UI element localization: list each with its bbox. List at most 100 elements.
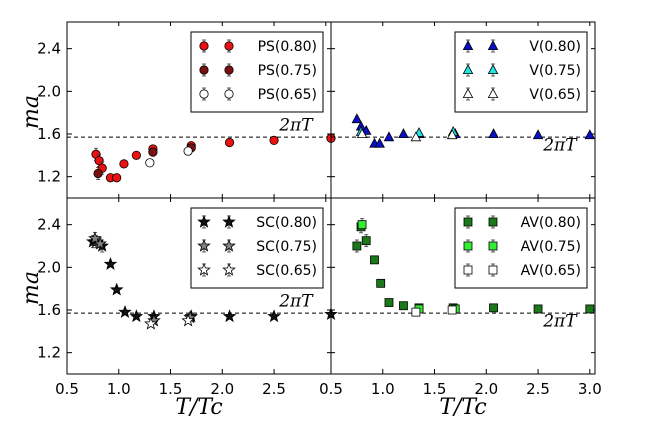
y-tick-label: 2.0 bbox=[37, 258, 61, 276]
x-tick-label: 1.0 bbox=[107, 380, 131, 398]
y-tick-label: 1.6 bbox=[37, 125, 61, 143]
legend-marker bbox=[487, 40, 499, 50]
data-point bbox=[398, 128, 409, 138]
x-tick-label: 0.5 bbox=[55, 380, 79, 398]
legend-marker bbox=[488, 241, 498, 251]
legend-label: SC(0.75) bbox=[256, 239, 317, 255]
legend-marker bbox=[488, 265, 498, 275]
data-point bbox=[144, 316, 158, 330]
y-tick-label: 2.0 bbox=[37, 82, 61, 100]
legend-marker bbox=[462, 88, 474, 98]
legend-box bbox=[454, 31, 588, 113]
2piT-label: 2πT bbox=[278, 291, 314, 311]
legend-ps: PS(0.80) PS(0.75) PS(0.65) bbox=[190, 31, 324, 113]
legend-label: SC(0.80) bbox=[256, 215, 317, 231]
data-point bbox=[181, 313, 195, 327]
data-point bbox=[129, 309, 144, 323]
data-point bbox=[88, 231, 102, 245]
legend-marker bbox=[224, 89, 234, 99]
legend-marker bbox=[197, 238, 211, 252]
x-tick-label: 2.5 bbox=[262, 380, 286, 398]
data-point bbox=[447, 305, 457, 315]
data-point bbox=[584, 129, 596, 140]
legend-box bbox=[190, 207, 324, 289]
data-point bbox=[352, 241, 362, 251]
data-point bbox=[119, 159, 129, 169]
panel-ps: 1.2 1.6 2.0 2.4 2πT PS(0.80) PS(0.75) PS(0.65… bbox=[37, 21, 336, 199]
x-tick-label: 1.5 bbox=[423, 380, 447, 398]
data-point bbox=[361, 236, 371, 246]
legend-label: V(0.80) bbox=[529, 39, 581, 55]
x-axis-label-left: T/Tc bbox=[175, 395, 222, 420]
legend-marker bbox=[224, 41, 234, 51]
legend-label: SC(0.65) bbox=[256, 263, 317, 279]
y-tick-label: 2.4 bbox=[37, 40, 61, 58]
2piT-label: 2πT bbox=[542, 312, 578, 332]
x-tick-label: 2.0 bbox=[474, 380, 498, 398]
legend-marker bbox=[463, 217, 473, 227]
legend-label: PS(0.80) bbox=[258, 39, 317, 55]
legend-marker bbox=[222, 214, 236, 228]
data-point bbox=[383, 131, 395, 142]
panel-v: 2πT V(0.80) V(0.75) V(0.65) bbox=[330, 21, 596, 199]
y-tick-label: 1.2 bbox=[37, 168, 61, 186]
panel-frame bbox=[330, 197, 596, 375]
legend-marker bbox=[199, 41, 209, 51]
data-point bbox=[376, 278, 386, 288]
legend-marker bbox=[487, 88, 499, 98]
data-point bbox=[488, 128, 499, 138]
data-point bbox=[370, 255, 379, 265]
y-axis-label-top: ma bbox=[19, 95, 44, 129]
data-point bbox=[384, 298, 394, 307]
legend-marker bbox=[197, 262, 211, 276]
legend-label: PS(0.65) bbox=[258, 87, 317, 103]
2piT-label: 2πT bbox=[542, 136, 578, 156]
data-point bbox=[224, 137, 235, 148]
x-tick-label: 1.0 bbox=[371, 380, 395, 398]
data-point bbox=[489, 303, 498, 313]
legend-label: PS(0.75) bbox=[258, 63, 317, 79]
data-point bbox=[374, 137, 385, 148]
legend-label: AV(0.75) bbox=[521, 239, 581, 255]
legend-label: V(0.65) bbox=[529, 87, 581, 103]
y-tick-label: 1.6 bbox=[37, 301, 61, 319]
legend-av: AV(0.80) AV(0.75) AV(0.65) bbox=[454, 207, 588, 289]
x-tick-label: 2.0 bbox=[210, 380, 234, 398]
x-tick-label: 0.5 bbox=[319, 380, 343, 398]
panel-sc: 1.2 1.6 2.0 2.4 0.5 1.0 1.5 2.0 2.5 2πT SC(0.80)… bbox=[37, 197, 338, 398]
y-axis-label-bottom: ma bbox=[19, 271, 44, 305]
data-point bbox=[183, 146, 193, 156]
legend-marker bbox=[197, 214, 211, 228]
data-point bbox=[148, 147, 158, 157]
legend-label: AV(0.80) bbox=[521, 215, 581, 231]
data-point bbox=[109, 282, 124, 296]
legend-box bbox=[454, 207, 588, 289]
data-point bbox=[131, 150, 141, 160]
legend-label: V(0.75) bbox=[529, 63, 581, 79]
data-point bbox=[145, 158, 155, 168]
legend-v: V(0.80) V(0.75) V(0.65) bbox=[454, 31, 588, 113]
data-point bbox=[533, 304, 543, 314]
data-point bbox=[112, 173, 122, 183]
data-point bbox=[93, 168, 103, 179]
data-point bbox=[410, 131, 422, 142]
data-point bbox=[585, 304, 595, 314]
legend-marker bbox=[463, 241, 473, 251]
data-point bbox=[532, 129, 544, 140]
data-point bbox=[103, 256, 118, 270]
data-point bbox=[446, 129, 458, 140]
data-point bbox=[222, 309, 237, 323]
data-point bbox=[93, 236, 107, 250]
legend-marker bbox=[462, 40, 474, 50]
legend-marker bbox=[487, 64, 499, 74]
legend-marker bbox=[222, 262, 236, 276]
data-point bbox=[267, 309, 281, 323]
legend-marker bbox=[463, 265, 473, 275]
x-tick-label: 1.5 bbox=[159, 380, 183, 398]
x-tick-label: 3.0 bbox=[578, 380, 602, 398]
legend-box bbox=[190, 31, 324, 113]
legend-label: AV(0.65) bbox=[521, 263, 581, 279]
data-point bbox=[399, 301, 408, 311]
x-axis-label-right: T/Tc bbox=[439, 395, 486, 420]
